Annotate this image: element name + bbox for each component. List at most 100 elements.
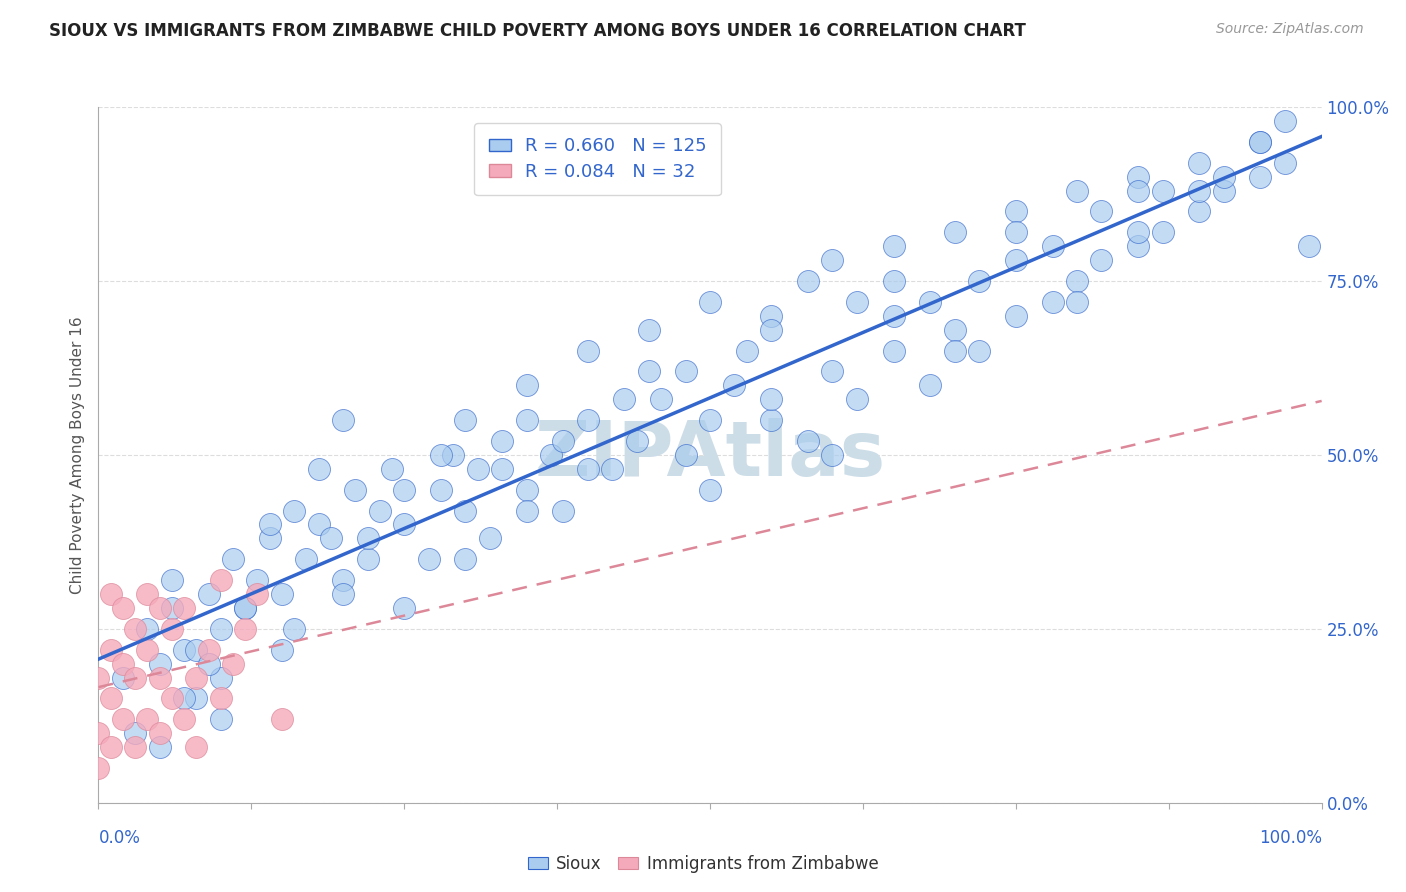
Point bbox=[392, 483, 416, 497]
Point bbox=[515, 503, 537, 517]
Point bbox=[1042, 294, 1064, 309]
Point bbox=[173, 642, 195, 657]
Point bbox=[650, 392, 672, 407]
Point bbox=[1066, 274, 1088, 288]
Text: 0.0%: 0.0% bbox=[98, 829, 141, 847]
Point bbox=[87, 761, 110, 775]
Point bbox=[186, 671, 208, 685]
Point bbox=[136, 642, 159, 657]
Point bbox=[920, 378, 942, 392]
Point bbox=[1188, 204, 1211, 219]
Point bbox=[100, 740, 122, 755]
Point bbox=[209, 573, 232, 587]
Point bbox=[637, 364, 661, 378]
Point bbox=[283, 622, 305, 636]
Point bbox=[209, 691, 232, 706]
Point bbox=[920, 294, 942, 309]
Point bbox=[160, 573, 183, 587]
Point bbox=[319, 532, 342, 546]
Point bbox=[1090, 204, 1112, 219]
Point bbox=[149, 657, 172, 671]
Point bbox=[209, 712, 232, 726]
Point bbox=[186, 691, 208, 706]
Point bbox=[576, 462, 599, 476]
Point bbox=[821, 364, 844, 378]
Point bbox=[1042, 239, 1064, 253]
Point bbox=[845, 294, 868, 309]
Point bbox=[943, 343, 966, 358]
Point bbox=[467, 462, 489, 476]
Point bbox=[173, 712, 195, 726]
Point bbox=[441, 448, 464, 462]
Point bbox=[173, 691, 195, 706]
Point bbox=[1249, 169, 1271, 184]
Point bbox=[197, 587, 219, 601]
Point bbox=[160, 691, 183, 706]
Point bbox=[149, 726, 172, 740]
Point bbox=[515, 378, 537, 392]
Point bbox=[491, 462, 513, 476]
Point bbox=[111, 712, 134, 726]
Point bbox=[136, 622, 159, 636]
Point bbox=[356, 532, 378, 546]
Point bbox=[246, 587, 269, 601]
Point bbox=[149, 671, 172, 685]
Point bbox=[1004, 204, 1026, 219]
Point bbox=[723, 378, 745, 392]
Point bbox=[515, 413, 537, 427]
Point bbox=[761, 323, 783, 337]
Point bbox=[270, 587, 294, 601]
Point bbox=[735, 343, 758, 358]
Point bbox=[491, 434, 513, 448]
Point bbox=[100, 691, 122, 706]
Point bbox=[332, 573, 354, 587]
Point bbox=[368, 503, 391, 517]
Point bbox=[111, 671, 134, 685]
Text: 100.0%: 100.0% bbox=[1258, 829, 1322, 847]
Point bbox=[1090, 253, 1112, 268]
Point bbox=[454, 413, 477, 427]
Legend: R = 0.660   N = 125, R = 0.084   N = 32: R = 0.660 N = 125, R = 0.084 N = 32 bbox=[474, 123, 721, 195]
Point bbox=[270, 642, 294, 657]
Point bbox=[1128, 225, 1150, 239]
Point bbox=[1249, 135, 1271, 149]
Point bbox=[160, 601, 183, 615]
Point bbox=[1249, 135, 1271, 149]
Point bbox=[1004, 225, 1026, 239]
Point bbox=[392, 601, 416, 615]
Point bbox=[100, 642, 122, 657]
Point bbox=[761, 392, 783, 407]
Point bbox=[356, 552, 378, 566]
Point bbox=[1274, 114, 1296, 128]
Point bbox=[197, 657, 219, 671]
Point bbox=[344, 483, 367, 497]
Point bbox=[454, 503, 477, 517]
Point bbox=[1004, 309, 1026, 323]
Point bbox=[186, 642, 208, 657]
Point bbox=[430, 448, 453, 462]
Y-axis label: Child Poverty Among Boys Under 16: Child Poverty Among Boys Under 16 bbox=[69, 316, 84, 594]
Point bbox=[124, 622, 146, 636]
Point bbox=[160, 622, 183, 636]
Point bbox=[1066, 294, 1088, 309]
Point bbox=[222, 552, 245, 566]
Text: Source: ZipAtlas.com: Source: ZipAtlas.com bbox=[1216, 22, 1364, 37]
Point bbox=[87, 726, 110, 740]
Point bbox=[675, 364, 697, 378]
Point bbox=[332, 587, 354, 601]
Point bbox=[149, 601, 172, 615]
Point bbox=[883, 343, 905, 358]
Point bbox=[259, 532, 281, 546]
Point bbox=[1066, 184, 1088, 198]
Point bbox=[883, 274, 905, 288]
Text: SIOUX VS IMMIGRANTS FROM ZIMBABWE CHILD POVERTY AMONG BOYS UNDER 16 CORRELATION : SIOUX VS IMMIGRANTS FROM ZIMBABWE CHILD … bbox=[49, 22, 1026, 40]
Point bbox=[967, 343, 990, 358]
Point bbox=[1298, 239, 1320, 253]
Point bbox=[576, 413, 599, 427]
Point bbox=[1004, 253, 1026, 268]
Point bbox=[295, 552, 318, 566]
Point bbox=[1128, 184, 1150, 198]
Text: ZIPAtlas: ZIPAtlas bbox=[534, 418, 886, 491]
Point bbox=[209, 622, 232, 636]
Point bbox=[124, 671, 146, 685]
